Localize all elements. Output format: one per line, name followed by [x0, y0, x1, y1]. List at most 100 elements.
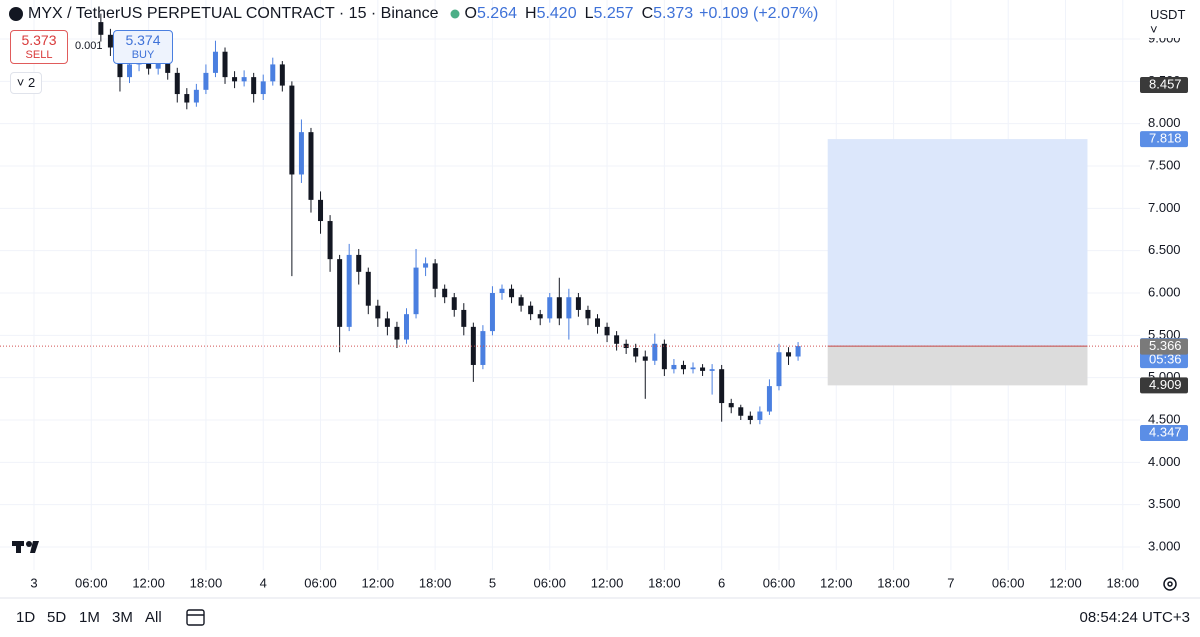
candle-body [537, 314, 543, 319]
candle-body [451, 297, 457, 310]
ohlc-value: 5.373 [653, 5, 694, 22]
candle-body [680, 364, 686, 370]
x-tick-label: 7 [947, 575, 954, 590]
market-status [450, 9, 460, 19]
candle-body [719, 369, 725, 404]
x-tick-label: 18:00 [877, 575, 910, 590]
buy-label: BUY [131, 49, 155, 61]
x-tick-label: 12:00 [1049, 575, 1082, 590]
x-tick-label: 06:00 [763, 575, 796, 590]
candle-body [308, 132, 314, 200]
symbol-icon [9, 7, 23, 21]
symbol-title: MYX / TetherUS PERPETUAL CONTRACT · 15 ·… [28, 5, 439, 22]
buy-price: 5.374 [125, 32, 161, 48]
candle-body [766, 386, 772, 412]
candle-body [786, 352, 792, 357]
y-tick-label: 3.000 [1148, 538, 1181, 553]
candle-body [776, 352, 782, 387]
candle-body [203, 72, 209, 90]
x-tick-label: 12:00 [362, 575, 395, 590]
candle-body [403, 314, 409, 340]
y-tick-label: 6.500 [1148, 242, 1181, 257]
candle-body [595, 318, 601, 327]
price-badge [1140, 424, 1188, 441]
currency-select[interactable]: USDT ˅ [1146, 6, 1200, 38]
range-button[interactable]: All [145, 609, 162, 626]
candle-body [327, 221, 333, 260]
y-tick-label: 7.000 [1148, 200, 1181, 215]
candle-body [461, 309, 467, 327]
range-button[interactable]: 1M [79, 609, 100, 626]
x-tick-label: 18:00 [648, 575, 681, 590]
candle-body [604, 326, 610, 336]
candle-body [193, 89, 199, 103]
profit-zone [827, 139, 1088, 347]
countdown: 05:36 [1149, 352, 1182, 367]
candle-body [375, 305, 381, 319]
x-tick-label: 06:00 [75, 575, 108, 590]
x-tick-label: 4 [260, 575, 267, 590]
candle-body [652, 343, 658, 361]
candle-body [432, 263, 438, 289]
ohlc-value: 5.420 [536, 5, 577, 22]
candle-body [318, 199, 324, 222]
price-badge-label: 5.366 [1149, 338, 1182, 353]
range-button[interactable]: 3M [112, 609, 133, 626]
candle-body [394, 326, 400, 340]
indicators-toggle[interactable]: ˅ 2 [10, 72, 42, 94]
ohlc-value: 5.264 [476, 5, 517, 22]
range-button[interactable]: 1D [16, 609, 36, 626]
ohlc-key: L [584, 5, 594, 22]
candle-body [356, 254, 362, 272]
candle-body [556, 297, 562, 319]
candle-body [757, 411, 763, 420]
candle-body [442, 288, 448, 298]
range-button[interactable]: 5D [47, 609, 67, 626]
candle-body [747, 415, 753, 420]
clock: 08:54:24 UTC+3 [1079, 609, 1191, 626]
buy-button[interactable]: 5.374 BUY [113, 30, 173, 64]
sell-button[interactable]: 5.373 SELL [10, 30, 68, 64]
y-tick-label: 4.000 [1148, 454, 1181, 469]
candle-body [337, 259, 343, 327]
x-tick-label: 18:00 [419, 575, 452, 590]
candle-body [384, 318, 390, 327]
candle-body [232, 77, 238, 82]
price-badge [1140, 76, 1188, 93]
candle-body [518, 297, 524, 306]
candle-body [480, 331, 486, 365]
ohlc-value: 5.257 [593, 5, 634, 22]
candle-body [614, 335, 620, 344]
candle-body [489, 293, 495, 332]
x-tick-label: 12:00 [132, 575, 165, 590]
candle-body [146, 60, 152, 69]
calendar-icon[interactable] [186, 609, 205, 626]
candle-body [107, 34, 113, 48]
candle-body [289, 85, 295, 175]
x-tick-label: 12:00 [591, 575, 624, 590]
y-tick-label: 5.500 [1148, 327, 1181, 342]
indicator-count: 2 [27, 75, 36, 90]
candle-body [700, 367, 706, 371]
ohlc-key: C [641, 5, 654, 22]
x-tick-label: 5 [489, 575, 496, 590]
currency: USDT [1150, 7, 1186, 22]
settings-icon[interactable] [1163, 577, 1177, 591]
x-tick-label: 18:00 [190, 575, 223, 590]
x-tick-label: 06:00 [992, 575, 1025, 590]
candle-body [566, 297, 572, 319]
price-badge-label: 4.347 [1149, 424, 1182, 439]
price-badge [1140, 377, 1188, 394]
y-tick-label: 3.500 [1148, 496, 1181, 511]
ohlc-key: H [525, 5, 537, 22]
candle-body [709, 369, 715, 371]
candle-body [346, 254, 352, 327]
tv-logo [12, 541, 39, 553]
candle-body [623, 343, 629, 349]
candle-body [222, 51, 228, 78]
change: +0.109 (+2.07%) [699, 5, 819, 22]
candle-body [127, 64, 133, 78]
price-badge-label: 7.818 [1149, 131, 1182, 146]
